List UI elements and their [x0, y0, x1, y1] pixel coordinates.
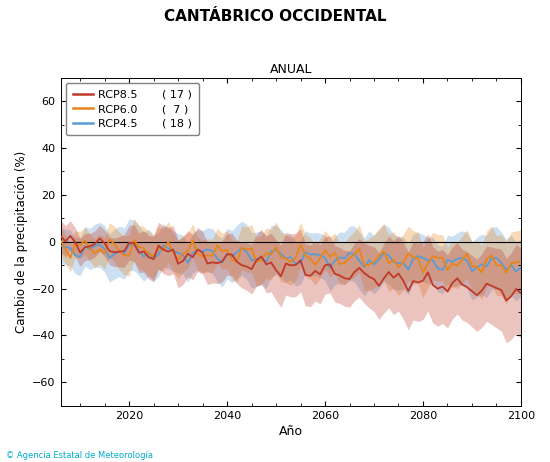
Text: CANTÁBRICO OCCIDENTAL: CANTÁBRICO OCCIDENTAL [164, 9, 386, 24]
Y-axis label: Cambio de la precipitación (%): Cambio de la precipitación (%) [15, 151, 28, 333]
Text: © Agencia Estatal de Meteorología: © Agencia Estatal de Meteorología [6, 451, 152, 460]
Legend: RCP8.5       ( 17 ), RCP6.0       (  7 ), RCP4.5       ( 18 ): RCP8.5 ( 17 ), RCP6.0 ( 7 ), RCP4.5 ( 18… [66, 83, 199, 135]
Title: ANUAL: ANUAL [270, 63, 312, 77]
X-axis label: Año: Año [279, 425, 303, 438]
